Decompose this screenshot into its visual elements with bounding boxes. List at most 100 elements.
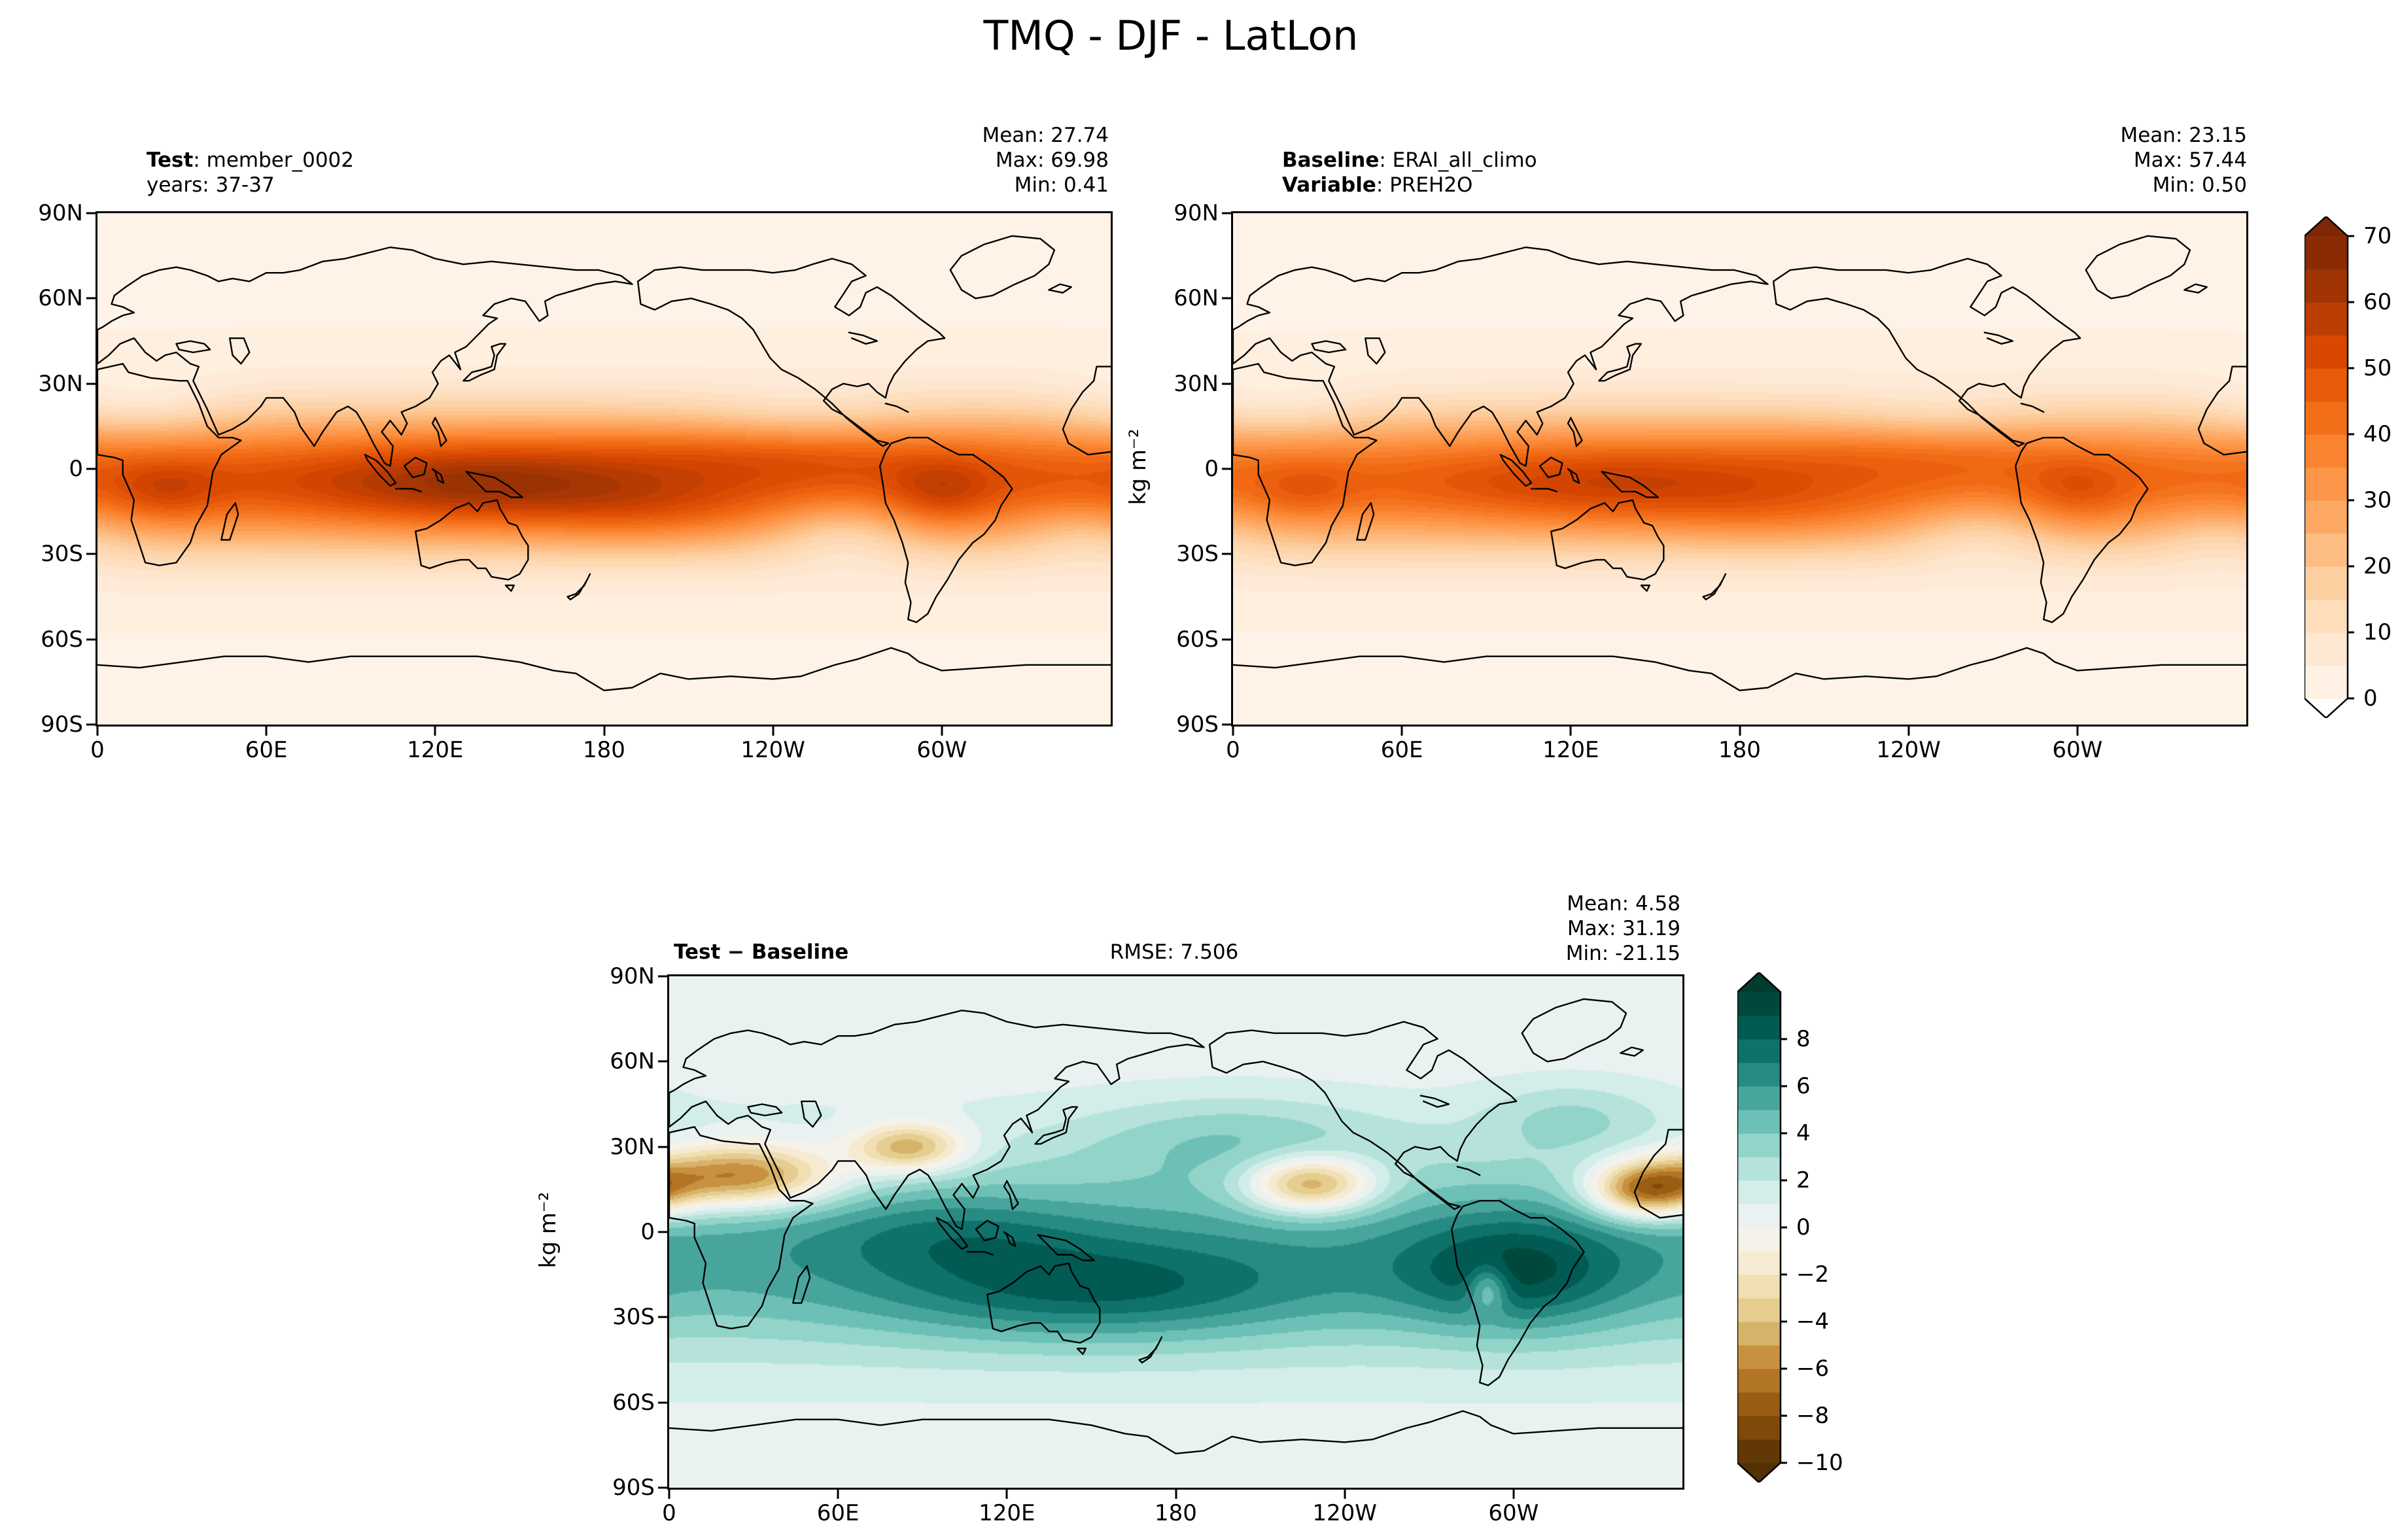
x-tick-mark [772, 727, 774, 736]
x-tick-label: 0 [90, 737, 105, 763]
diff-label: Test − Baseline [674, 940, 849, 964]
y-tick-label: 0 [640, 1219, 655, 1245]
x-tick-mark [668, 1490, 670, 1499]
y-tick-mark [86, 468, 96, 470]
colorbar-tick-label: −2 [1796, 1261, 1830, 1288]
y-tick-label: 90S [41, 711, 83, 738]
baseline-header: Baseline: ERAI_all_climo Variable: PREH2… [1282, 148, 1537, 197]
test-years: years: 37-37 [147, 173, 275, 197]
y-tick-mark [1222, 553, 1231, 555]
x-tick-label: 180 [1718, 737, 1761, 763]
colorbar-tick-label: 2 [1796, 1167, 1811, 1193]
y-tick-mark [1222, 638, 1231, 641]
y-tick-label: 90N [610, 963, 655, 989]
colorbar-bottom: 8 6 4 2 0 −2 −4 −6 −8 −10 [1737, 972, 1868, 1482]
diff-stat-mean: Mean: 4.58 [1567, 892, 1680, 915]
map-panel-difference: 90N 60N 30N 0 30S 60S 90S 0 60E 120E 180 120W 60W [610, 965, 1684, 1524]
y-tick-label: 30N [38, 370, 83, 397]
coastlines [669, 976, 1682, 1488]
x-tick-mark [941, 727, 943, 736]
test-value: : member_0002 [193, 148, 354, 172]
x-tick-mark [1344, 1490, 1346, 1499]
y-tick-label: 60N [38, 285, 83, 312]
x-tick-mark [2076, 727, 2079, 736]
y-tick-label: 30N [1174, 370, 1219, 397]
map-canvas-difference [669, 976, 1682, 1488]
test-stats: Mean: 27.74 Max: 69.98 Min: 0.41 [982, 123, 1109, 197]
y-tick-label: 0 [69, 456, 83, 482]
colorbar-tick-label: 50 [2363, 355, 2392, 381]
rmse-label: RMSE: 7.506 [1109, 940, 1239, 964]
x-tick-label: 180 [583, 737, 625, 763]
diff-stat-min: Min: -21.15 [1565, 942, 1680, 965]
baseline-stat-max: Max: 57.44 [2133, 148, 2247, 172]
y-tick-label: 60S [41, 626, 83, 653]
colorbar-top: 70 60 50 40 30 20 10 0 [2304, 216, 2400, 718]
colorbar-tick-label: −6 [1796, 1356, 1830, 1382]
y-tick-mark [1222, 723, 1231, 726]
baseline-header-line1: Baseline: ERAI_all_climo [1282, 148, 1537, 173]
y-tick-mark [86, 638, 96, 641]
x-tick-label: 120W [740, 737, 805, 763]
x-tick-label: 120E [979, 1500, 1035, 1526]
y-tick-mark [86, 383, 96, 385]
test-stat-max: Max: 69.98 [995, 148, 1109, 172]
y-tick-mark [86, 553, 96, 555]
x-tick-mark [1400, 727, 1403, 736]
colorbar-tick-label: 30 [2363, 487, 2392, 513]
y-tick-mark [658, 1486, 667, 1489]
test-label: Test [147, 148, 194, 172]
coastlines [97, 213, 1111, 725]
y-tick-label: 60N [1174, 285, 1219, 312]
y-tick-mark [658, 1316, 667, 1318]
x-tick-mark [265, 727, 268, 736]
y-tick-mark [1222, 383, 1231, 385]
test-stat-mean: Mean: 27.74 [982, 124, 1109, 147]
y-tick-label: 90S [1176, 711, 1219, 738]
map-panel-baseline: 90N 60N 30N 0 30S 60S 90S 0 60E 120E 180 120W 60W [1174, 202, 2248, 761]
x-tick-label: 60W [916, 737, 967, 763]
x-tick-mark [1005, 1490, 1008, 1499]
x-tick-label: 120W [1876, 737, 1941, 763]
x-tick-mark [837, 1490, 839, 1499]
x-tick-label: 60E [816, 1500, 860, 1526]
ylabel-baseline-units: kg m⁻² [1125, 428, 1151, 505]
y-tick-mark [658, 1060, 667, 1063]
map-panel-test: 90N 60N 30N 0 30S 60S 90S 0 60E 120E 180 120W 60W [38, 202, 1113, 761]
colorbar-tick-label: 70 [2363, 223, 2392, 249]
y-tick-mark [1222, 297, 1231, 299]
colorbar-tick-label: −4 [1796, 1309, 1830, 1335]
y-tick-mark [658, 1401, 667, 1404]
y-tick-mark [86, 297, 96, 299]
colorbar-tick-label: 10 [2363, 619, 2392, 645]
x-tick-label: 60W [1488, 1500, 1539, 1526]
figure-title: TMQ - DJF - LatLon [983, 12, 1359, 60]
y-tick-label: 90N [38, 200, 83, 226]
coastlines [1233, 213, 2246, 725]
x-tick-label: 120E [407, 737, 464, 763]
y-tick-mark [1222, 468, 1231, 470]
y-tick-label: 30S [41, 541, 83, 568]
x-tick-label: 60E [245, 737, 288, 763]
y-tick-mark [86, 212, 96, 214]
colorbar-tick-label: 0 [1796, 1214, 1811, 1241]
variable-value: : PREH2O [1376, 173, 1473, 197]
x-tick-mark [603, 727, 605, 736]
colorbar-tick-label: 60 [2363, 289, 2392, 315]
map-canvas-test [97, 213, 1111, 725]
baseline-value: : ERAI_all_climo [1379, 148, 1537, 172]
x-tick-label: 120W [1312, 1500, 1377, 1526]
colorbar-tick-label: −10 [1796, 1450, 1843, 1476]
colorbar-tick-label: 6 [1796, 1073, 1811, 1099]
x-tick-label: 180 [1155, 1500, 1197, 1526]
x-tick-mark [1512, 1490, 1515, 1499]
y-tick-label: 90N [1174, 200, 1219, 226]
test-header-line1: Test: member_0002 [147, 148, 354, 173]
diff-header: Test − Baseline [674, 940, 848, 965]
ylabel-diff-units: kg m⁻² [535, 1191, 561, 1269]
diff-stats: Mean: 4.58 Max: 31.19 Min: -21.15 [1566, 891, 1680, 966]
x-tick-mark [1569, 727, 1572, 736]
colorbar-tick-label: 40 [2363, 421, 2392, 447]
y-tick-mark [658, 1231, 667, 1233]
